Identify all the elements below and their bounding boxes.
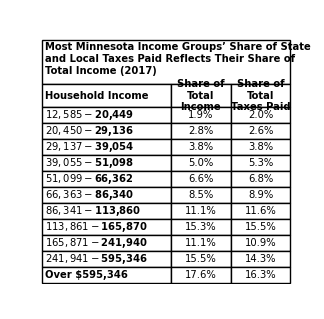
Text: 6.8%: 6.8% (248, 174, 273, 184)
Bar (231, 85, 290, 107)
Bar (42, 107, 171, 123)
Bar (231, 171, 290, 187)
Text: $12,585 - $20,449: $12,585 - $20,449 (45, 108, 134, 122)
Bar (231, 187, 290, 203)
Bar (171, 123, 231, 139)
Bar (231, 251, 290, 267)
Bar (231, 107, 290, 123)
Text: 14.3%: 14.3% (245, 254, 276, 264)
Bar (42, 251, 171, 267)
Text: 10.9%: 10.9% (245, 238, 276, 248)
Bar (42, 155, 171, 171)
Bar (171, 171, 231, 187)
Bar (231, 203, 290, 219)
Text: 2.0%: 2.0% (248, 110, 273, 120)
Bar (231, 267, 290, 283)
Text: 8.9%: 8.9% (248, 190, 273, 200)
Text: $241,941 - $595,346: $241,941 - $595,346 (45, 252, 147, 266)
Bar (42, 123, 171, 139)
Bar (42, 219, 171, 235)
Bar (42, 40, 290, 85)
Bar (42, 187, 171, 203)
Bar (42, 139, 171, 155)
Bar (171, 155, 231, 171)
Bar (171, 107, 231, 123)
Text: $29,137 - $39,054: $29,137 - $39,054 (45, 140, 134, 154)
Text: $51,099 - $66,362: $51,099 - $66,362 (45, 172, 133, 186)
Text: 5.0%: 5.0% (188, 158, 214, 168)
Text: $20,450 - $29,136: $20,450 - $29,136 (45, 124, 134, 138)
Text: 3.8%: 3.8% (248, 142, 273, 152)
Text: Share of
Total
Taxes Paid: Share of Total Taxes Paid (231, 79, 290, 112)
Text: 15.5%: 15.5% (185, 254, 217, 264)
Bar (171, 235, 231, 251)
Bar (42, 171, 171, 187)
Bar (231, 155, 290, 171)
Bar (171, 219, 231, 235)
Text: Over $595,346: Over $595,346 (45, 270, 128, 280)
Text: 15.3%: 15.3% (185, 222, 217, 232)
Bar (231, 235, 290, 251)
Bar (171, 203, 231, 219)
Bar (231, 219, 290, 235)
Bar (171, 251, 231, 267)
Text: 11.1%: 11.1% (185, 238, 217, 248)
Text: 1.9%: 1.9% (188, 110, 214, 120)
Text: Most Minnesota Income Groups’ Share of State
and Local Taxes Paid Reflects Their: Most Minnesota Income Groups’ Share of S… (45, 42, 310, 76)
Bar (171, 187, 231, 203)
Bar (42, 235, 171, 251)
Text: $39,055 - $51,098: $39,055 - $51,098 (45, 156, 134, 170)
Text: $165,871 - $241,940: $165,871 - $241,940 (45, 236, 147, 250)
Bar (171, 267, 231, 283)
Text: $86,341 - $113,860: $86,341 - $113,860 (45, 204, 141, 218)
Bar (42, 85, 171, 107)
Text: Household Income: Household Income (45, 91, 148, 101)
Bar (231, 139, 290, 155)
Text: 6.6%: 6.6% (188, 174, 214, 184)
Bar (171, 139, 231, 155)
Text: $66,363 - $86,340: $66,363 - $86,340 (45, 188, 134, 202)
Bar (42, 203, 171, 219)
Text: 5.3%: 5.3% (248, 158, 273, 168)
Text: Share of
Total
Income: Share of Total Income (177, 79, 225, 112)
Text: 11.6%: 11.6% (245, 206, 276, 216)
Text: 2.6%: 2.6% (248, 126, 273, 136)
Text: 11.1%: 11.1% (185, 206, 217, 216)
Bar (42, 267, 171, 283)
Text: 15.5%: 15.5% (245, 222, 276, 232)
Text: 3.8%: 3.8% (188, 142, 214, 152)
Text: 8.5%: 8.5% (188, 190, 214, 200)
Text: 17.6%: 17.6% (185, 270, 217, 280)
Text: 16.3%: 16.3% (245, 270, 276, 280)
Text: $113,861 - $165,870: $113,861 - $165,870 (45, 220, 147, 234)
Text: 2.8%: 2.8% (188, 126, 214, 136)
Bar (231, 123, 290, 139)
Bar (171, 85, 231, 107)
